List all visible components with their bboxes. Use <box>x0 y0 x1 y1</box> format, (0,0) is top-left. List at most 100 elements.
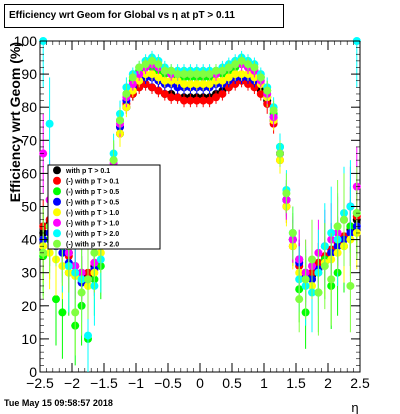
data-series-group <box>39 37 361 372</box>
data-point <box>148 70 156 79</box>
data-point <box>148 83 156 92</box>
x-tick-label: 1.5 <box>286 375 306 391</box>
data-point <box>192 70 201 79</box>
x-axis-label: η <box>351 400 358 414</box>
data-point <box>154 73 163 82</box>
data-point <box>109 156 118 165</box>
legend-marker <box>53 208 61 217</box>
data-point <box>186 80 195 89</box>
y-tick-label: 60 <box>21 165 37 181</box>
data-point <box>90 248 99 257</box>
y-tick-label: 80 <box>21 99 37 115</box>
data-point <box>192 96 201 105</box>
data-point <box>346 202 355 211</box>
data-point <box>173 70 182 79</box>
legend-label: with p T > 0.1 <box>65 168 110 175</box>
data-point <box>199 96 208 105</box>
y-tick-label: 40 <box>21 232 37 248</box>
y-tick-label: 50 <box>21 199 37 215</box>
data-point <box>180 70 188 79</box>
data-point <box>84 331 92 340</box>
legend-label: (-) with p T > 1.0 <box>66 210 119 217</box>
legend-entry: (-) with p T > 0.5 <box>53 197 119 206</box>
data-point <box>237 56 246 65</box>
x-tick-label: −2.5 <box>26 375 54 391</box>
data-point <box>148 56 156 65</box>
data-point <box>327 275 336 284</box>
data-point <box>320 262 329 271</box>
legend-entry: (-) with p T > 2.0 <box>53 239 119 248</box>
y-tick-label: 0 <box>29 364 37 380</box>
data-point <box>180 96 188 105</box>
data-point <box>154 86 163 95</box>
legend-marker <box>53 176 61 185</box>
data-point <box>160 66 169 75</box>
data-point <box>52 295 60 304</box>
data-point <box>276 149 284 158</box>
data-point <box>180 80 188 89</box>
legend-entry: (-) with p T > 0.5 <box>53 187 119 196</box>
legend-entry: (-) with p T > 2.0 <box>53 229 119 238</box>
data-point <box>269 106 278 115</box>
data-point <box>314 288 323 297</box>
data-point <box>199 70 208 79</box>
y-axis-label: Efficiency wrt Geom (%) <box>7 42 23 202</box>
x-tick-label: −2 <box>64 375 80 391</box>
data-point <box>77 288 86 297</box>
data-point <box>167 66 176 75</box>
data-point <box>71 308 80 317</box>
data-point <box>212 66 220 75</box>
data-point <box>205 80 214 89</box>
data-point <box>116 116 124 125</box>
data-point <box>218 76 227 85</box>
data-point <box>122 89 131 98</box>
legend-marker <box>53 218 61 227</box>
legend: with p T > 0.1 (-) with p T > 0.1 (-) with… <box>47 164 161 250</box>
legend-label: (-) with p T > 2.0 <box>66 231 119 238</box>
y-tick-label: 70 <box>21 132 37 148</box>
data-point <box>346 281 355 290</box>
data-point <box>244 60 252 69</box>
data-point <box>167 93 176 102</box>
data-point <box>192 80 201 89</box>
legend-label: (-) with p T > 0.5 <box>66 199 119 206</box>
y-tick-label: 10 <box>21 331 37 347</box>
data-point <box>231 70 240 79</box>
data-point <box>160 76 169 85</box>
data-point <box>282 189 291 198</box>
data-point <box>212 93 220 102</box>
legend-box <box>47 164 161 250</box>
data-point <box>340 215 348 224</box>
data-point <box>128 73 137 82</box>
data-point <box>263 86 272 95</box>
y-tick-label: 100 <box>14 33 38 49</box>
axes-group: −2.5 −2 −1.5 −1 −0.5 0 0.5 1 1.5 2 2.5 0 10 20 30 40 50 6… <box>14 33 370 391</box>
x-tick-label: −1.5 <box>90 375 118 391</box>
legend-entry: with p T > 0.1 <box>53 166 110 175</box>
legend-label: (-) with p T > 2.0 <box>66 241 119 248</box>
legend-entry: (-) with p T > 1.0 <box>53 208 119 217</box>
x-tick-label: 0 <box>196 375 204 391</box>
data-point <box>224 63 233 72</box>
data-point <box>333 222 342 231</box>
data-point <box>205 70 214 79</box>
legend-marker <box>53 229 61 238</box>
data-point <box>186 96 195 105</box>
data-point <box>218 89 227 98</box>
data-point <box>231 60 240 69</box>
x-tick-label: −1 <box>128 375 144 391</box>
data-point <box>199 80 208 89</box>
legend-entry: (-) with p T > 1.0 <box>53 218 119 227</box>
legend-marker <box>53 166 61 175</box>
data-point <box>256 73 265 82</box>
data-point <box>160 89 169 98</box>
legend-label: (-) with p T > 1.0 <box>66 220 119 227</box>
data-point <box>173 93 182 102</box>
legend-label: (-) with p T > 0.1 <box>66 178 119 185</box>
footer-timestamp: Tue May 15 09:58:57 2018 <box>4 398 113 408</box>
x-tick-label: 0.5 <box>222 375 242 391</box>
legend-entry: (-) with p T > 0.1 <box>53 176 119 185</box>
data-point <box>218 66 227 75</box>
y-tick-label: 90 <box>21 66 37 82</box>
